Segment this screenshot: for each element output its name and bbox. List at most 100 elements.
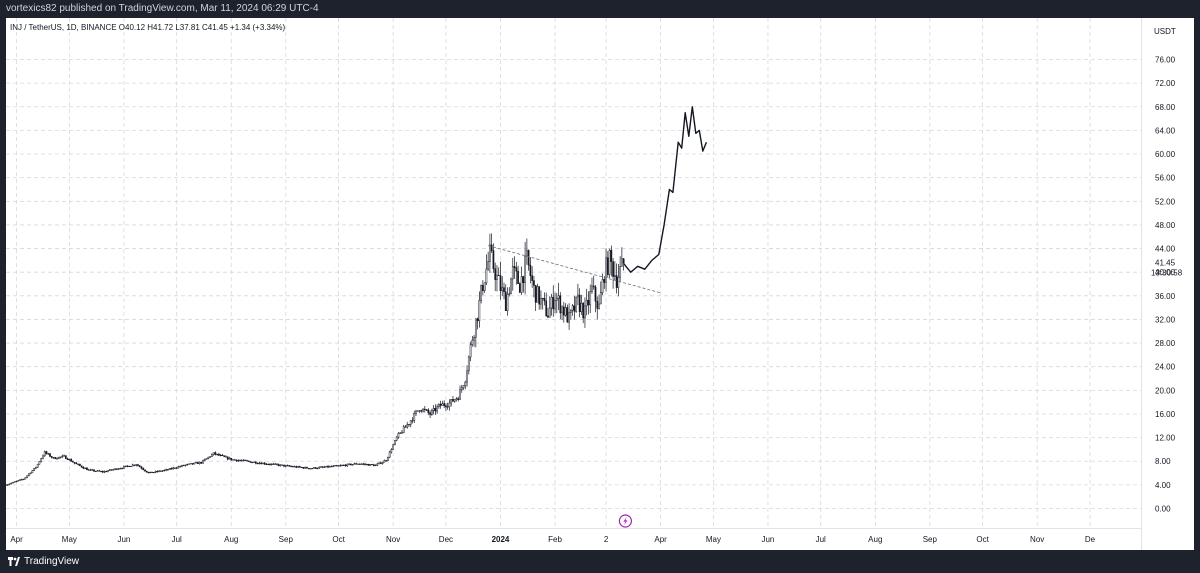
candle-body	[473, 336, 475, 341]
y-tick-label: 56.00	[1155, 174, 1176, 183]
candle-body	[388, 451, 391, 458]
candle-body	[103, 471, 106, 473]
candle-body	[485, 268, 488, 284]
candle-body	[540, 298, 542, 305]
candle-body	[369, 463, 372, 466]
candle-body	[137, 464, 139, 466]
candle-body	[578, 294, 581, 313]
candle-body	[10, 482, 13, 485]
candle-body	[161, 470, 164, 472]
candle-body	[520, 276, 523, 293]
candle-body	[605, 257, 607, 283]
candle-body	[138, 465, 141, 468]
candle-body	[244, 459, 247, 461]
candle-body	[225, 456, 227, 458]
price-chart[interactable]: 0.00 4.00 8.00 12.00 16.00 20.00 24.00 28.00 32.…	[6, 18, 1194, 550]
candle-body	[31, 470, 34, 474]
legend-change: +1.34 (+3.34%)	[230, 23, 286, 32]
candle-body	[196, 462, 199, 464]
candle-body	[561, 306, 563, 314]
candle-body	[582, 302, 585, 319]
candle-body	[330, 466, 333, 468]
candle-body	[448, 402, 451, 408]
candle-body	[422, 408, 424, 412]
candle-body	[499, 275, 502, 291]
candle-body	[295, 466, 298, 468]
candle-body	[334, 465, 336, 467]
candle-body	[348, 463, 350, 465]
x-tick-label: 2024	[492, 535, 510, 544]
candle-body	[119, 468, 122, 470]
candle-body	[365, 463, 368, 466]
candle-body	[82, 466, 85, 469]
candle-body	[33, 467, 36, 471]
candle-body	[152, 472, 155, 474]
candle-body	[337, 465, 340, 467]
candle-body	[165, 469, 167, 471]
candle-body	[47, 453, 50, 455]
candle-body	[543, 298, 546, 302]
candle-body	[66, 458, 69, 460]
candle-body	[577, 294, 579, 298]
candle-body	[20, 479, 23, 481]
candle-body	[541, 298, 544, 300]
candle-body	[425, 409, 428, 411]
x-tick-label: May	[706, 535, 721, 544]
legend-high: H41.72	[147, 23, 174, 32]
candle-body	[12, 481, 14, 484]
candle-body	[314, 467, 317, 469]
candle-body	[469, 344, 472, 358]
legend-open: O40.12	[118, 23, 146, 32]
y-tick-label: 24.00	[1155, 363, 1176, 372]
candle-body	[277, 464, 280, 466]
candle-body	[522, 276, 525, 283]
candle-body	[580, 302, 583, 313]
candle-body	[545, 300, 548, 317]
candle-body	[357, 463, 359, 465]
candle-body	[608, 249, 611, 275]
candle-body	[423, 408, 426, 411]
candle-body	[246, 460, 248, 462]
candle-body	[411, 420, 414, 422]
candle-body	[587, 299, 590, 306]
candle-body	[619, 266, 621, 278]
candle-body	[293, 466, 296, 468]
candle-body	[557, 295, 560, 299]
candle-body	[395, 436, 398, 441]
candle-body	[603, 279, 606, 283]
candle-body	[402, 426, 405, 433]
candle-body	[538, 286, 541, 305]
candle-body	[179, 466, 182, 468]
candle-body	[73, 461, 76, 464]
candle-body	[585, 299, 588, 307]
candle-body	[283, 464, 285, 467]
x-tick-label: May	[62, 535, 77, 544]
candle-body	[413, 413, 416, 421]
candle-body	[617, 276, 620, 288]
candle-body	[399, 432, 402, 434]
candle-body	[226, 456, 229, 460]
symbol-text: INJ / TetherUS, 1D, BINANCE	[10, 23, 117, 32]
candle-body	[533, 280, 535, 286]
chart-area[interactable]: 0.00 4.00 8.00 12.00 16.00 20.00 24.00 28.00 32.…	[6, 18, 1194, 550]
candle-body	[316, 467, 319, 470]
candle-body	[17, 480, 20, 482]
candle-body	[304, 466, 306, 469]
candle-body	[223, 455, 226, 457]
candle-body	[536, 286, 539, 303]
candle-body	[480, 285, 482, 301]
candle-body	[72, 461, 74, 463]
candle-body	[211, 454, 213, 457]
x-tick-label: Jul	[816, 535, 826, 544]
candle-body	[38, 461, 41, 465]
candle-body	[270, 463, 273, 465]
x-tick-label: Feb	[548, 535, 562, 544]
candle-body	[8, 483, 11, 485]
candle-body	[19, 479, 21, 481]
countdown-label: 13:30:58	[1151, 269, 1183, 278]
candle-body	[131, 464, 134, 467]
candle-body	[177, 466, 180, 469]
candle-body	[320, 466, 322, 468]
candle-body	[471, 339, 474, 345]
